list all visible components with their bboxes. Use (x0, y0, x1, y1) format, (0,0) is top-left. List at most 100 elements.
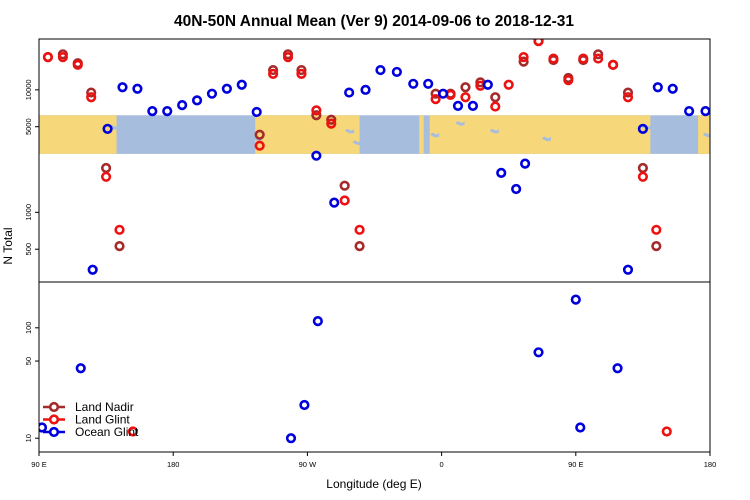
land-glint-point (296, 68, 307, 79)
ocean-glint-point (575, 422, 586, 433)
map-coast-detail (489, 128, 499, 134)
y-axis-bottom: 10 50 100 (24, 322, 39, 442)
land-glint-point (57, 52, 68, 63)
y-axis-top: 500 1000 5000 10000 (24, 79, 39, 255)
y-axis-label: N Total (1, 227, 15, 264)
land-glint-point (430, 94, 441, 105)
legend-label-ocean-glint: Ocean Glint (75, 425, 139, 439)
land-glint-point (563, 75, 574, 86)
ocean-glint-point (132, 83, 143, 94)
ocean-glint-point (311, 150, 322, 161)
y-bottom-tick-label: 50 (24, 357, 33, 365)
ocean-glint-point (102, 123, 113, 134)
ocean-glint-point (39, 422, 48, 433)
map-land-region (429, 115, 651, 154)
land-nadir-point (490, 92, 501, 103)
ocean-glint-point (360, 84, 371, 95)
legend-marker-ocean-glint (48, 426, 60, 438)
land-nadir-point (622, 87, 634, 98)
land-nadir-point (86, 87, 97, 98)
legend-label-land-glint: Land Glint (75, 413, 130, 427)
land-glint-point (533, 39, 544, 47)
ocean-glint-point (496, 167, 507, 178)
map-coast-detail (352, 140, 362, 145)
y-bottom-tick-label: 10 (24, 434, 33, 442)
ocean-glint-point (391, 66, 402, 78)
top-panel-frame (38, 38, 711, 283)
ocean-glint-point (75, 363, 86, 374)
ocean-glint-point (570, 294, 581, 305)
land-glint-point (114, 224, 125, 235)
land-glint-point (282, 52, 294, 63)
x-axis: 90 E 180 90 W 0 90 E 180 (31, 452, 716, 469)
ocean-glint-point (177, 100, 188, 111)
land-glint-point (100, 171, 112, 182)
land-glint-point (339, 195, 350, 206)
ocean-glint-point (437, 88, 449, 99)
land-glint-point (637, 171, 649, 182)
land-glint-point (490, 101, 501, 112)
map-land-region (419, 115, 424, 154)
land-nadir-point (651, 241, 662, 252)
land-glint-point (72, 59, 83, 70)
x-tick-label: 90 W (299, 460, 317, 469)
ocean-glint-point (299, 399, 310, 411)
ocean-glint-point (533, 347, 544, 358)
ocean-glint-point (329, 197, 340, 208)
ocean-glint-point (162, 106, 173, 117)
ocean-glint-point (423, 78, 434, 89)
ocean-glint-point (206, 88, 218, 99)
ocean-glint-point (236, 79, 247, 90)
ocean-glint-point (700, 106, 710, 117)
land-glint-point (578, 53, 589, 64)
ocean-glint-point (467, 100, 479, 111)
ocean-glint-point (87, 264, 98, 275)
map-coast-detail (345, 128, 355, 134)
land-glint-point (661, 426, 672, 437)
land-nadir-point (460, 82, 471, 93)
land-nadir-point (296, 64, 307, 76)
legend-marker-land-nadir (48, 401, 60, 413)
ocean-glint-point (285, 433, 297, 444)
y-top-tick-label: 500 (24, 243, 33, 256)
ocean-glint-point (482, 79, 493, 90)
land-nadir-point (100, 162, 112, 174)
y-top-tick-label: 10000 (24, 79, 33, 100)
ocean-glint-point (667, 83, 678, 94)
land-glint-point (607, 59, 619, 70)
land-nadir-point (268, 64, 279, 76)
ocean-glint-point (511, 183, 522, 195)
bottom-panel-points (39, 294, 672, 444)
ocean-glint-point (117, 82, 128, 93)
land-nadir-point (354, 241, 365, 252)
map-land-region (255, 115, 360, 154)
ocean-glint-point (251, 106, 262, 118)
ocean-glint-point (375, 64, 386, 76)
land-nadir-point (637, 162, 649, 174)
land-glint-point (86, 92, 97, 103)
land-glint-point (593, 53, 604, 64)
world-map-band (39, 115, 710, 154)
ocean-glint-point (652, 82, 663, 93)
legend-marker-land-glint (48, 414, 60, 425)
ocean-glint-point (221, 83, 232, 94)
land-glint-point (254, 140, 265, 151)
ocean-glint-point (408, 78, 419, 89)
map-coast-detail (455, 120, 465, 126)
y-top-tick-label: 1000 (24, 204, 33, 221)
x-tick-label: 180 (167, 460, 180, 469)
land-glint-point (268, 68, 279, 79)
ocean-glint-point (637, 123, 649, 134)
legend-label-land-nadir: Land Nadir (75, 400, 134, 414)
bottom-panel-frame (38, 281, 711, 453)
land-glint-point (622, 92, 634, 103)
land-glint-point (127, 426, 139, 437)
x-tick-label: 0 (440, 460, 444, 469)
land-glint-point (311, 105, 322, 116)
land-glint-point (326, 118, 337, 129)
ocean-glint-point (147, 106, 158, 117)
land-glint-point (651, 224, 662, 235)
land-nadir-point (339, 180, 350, 191)
